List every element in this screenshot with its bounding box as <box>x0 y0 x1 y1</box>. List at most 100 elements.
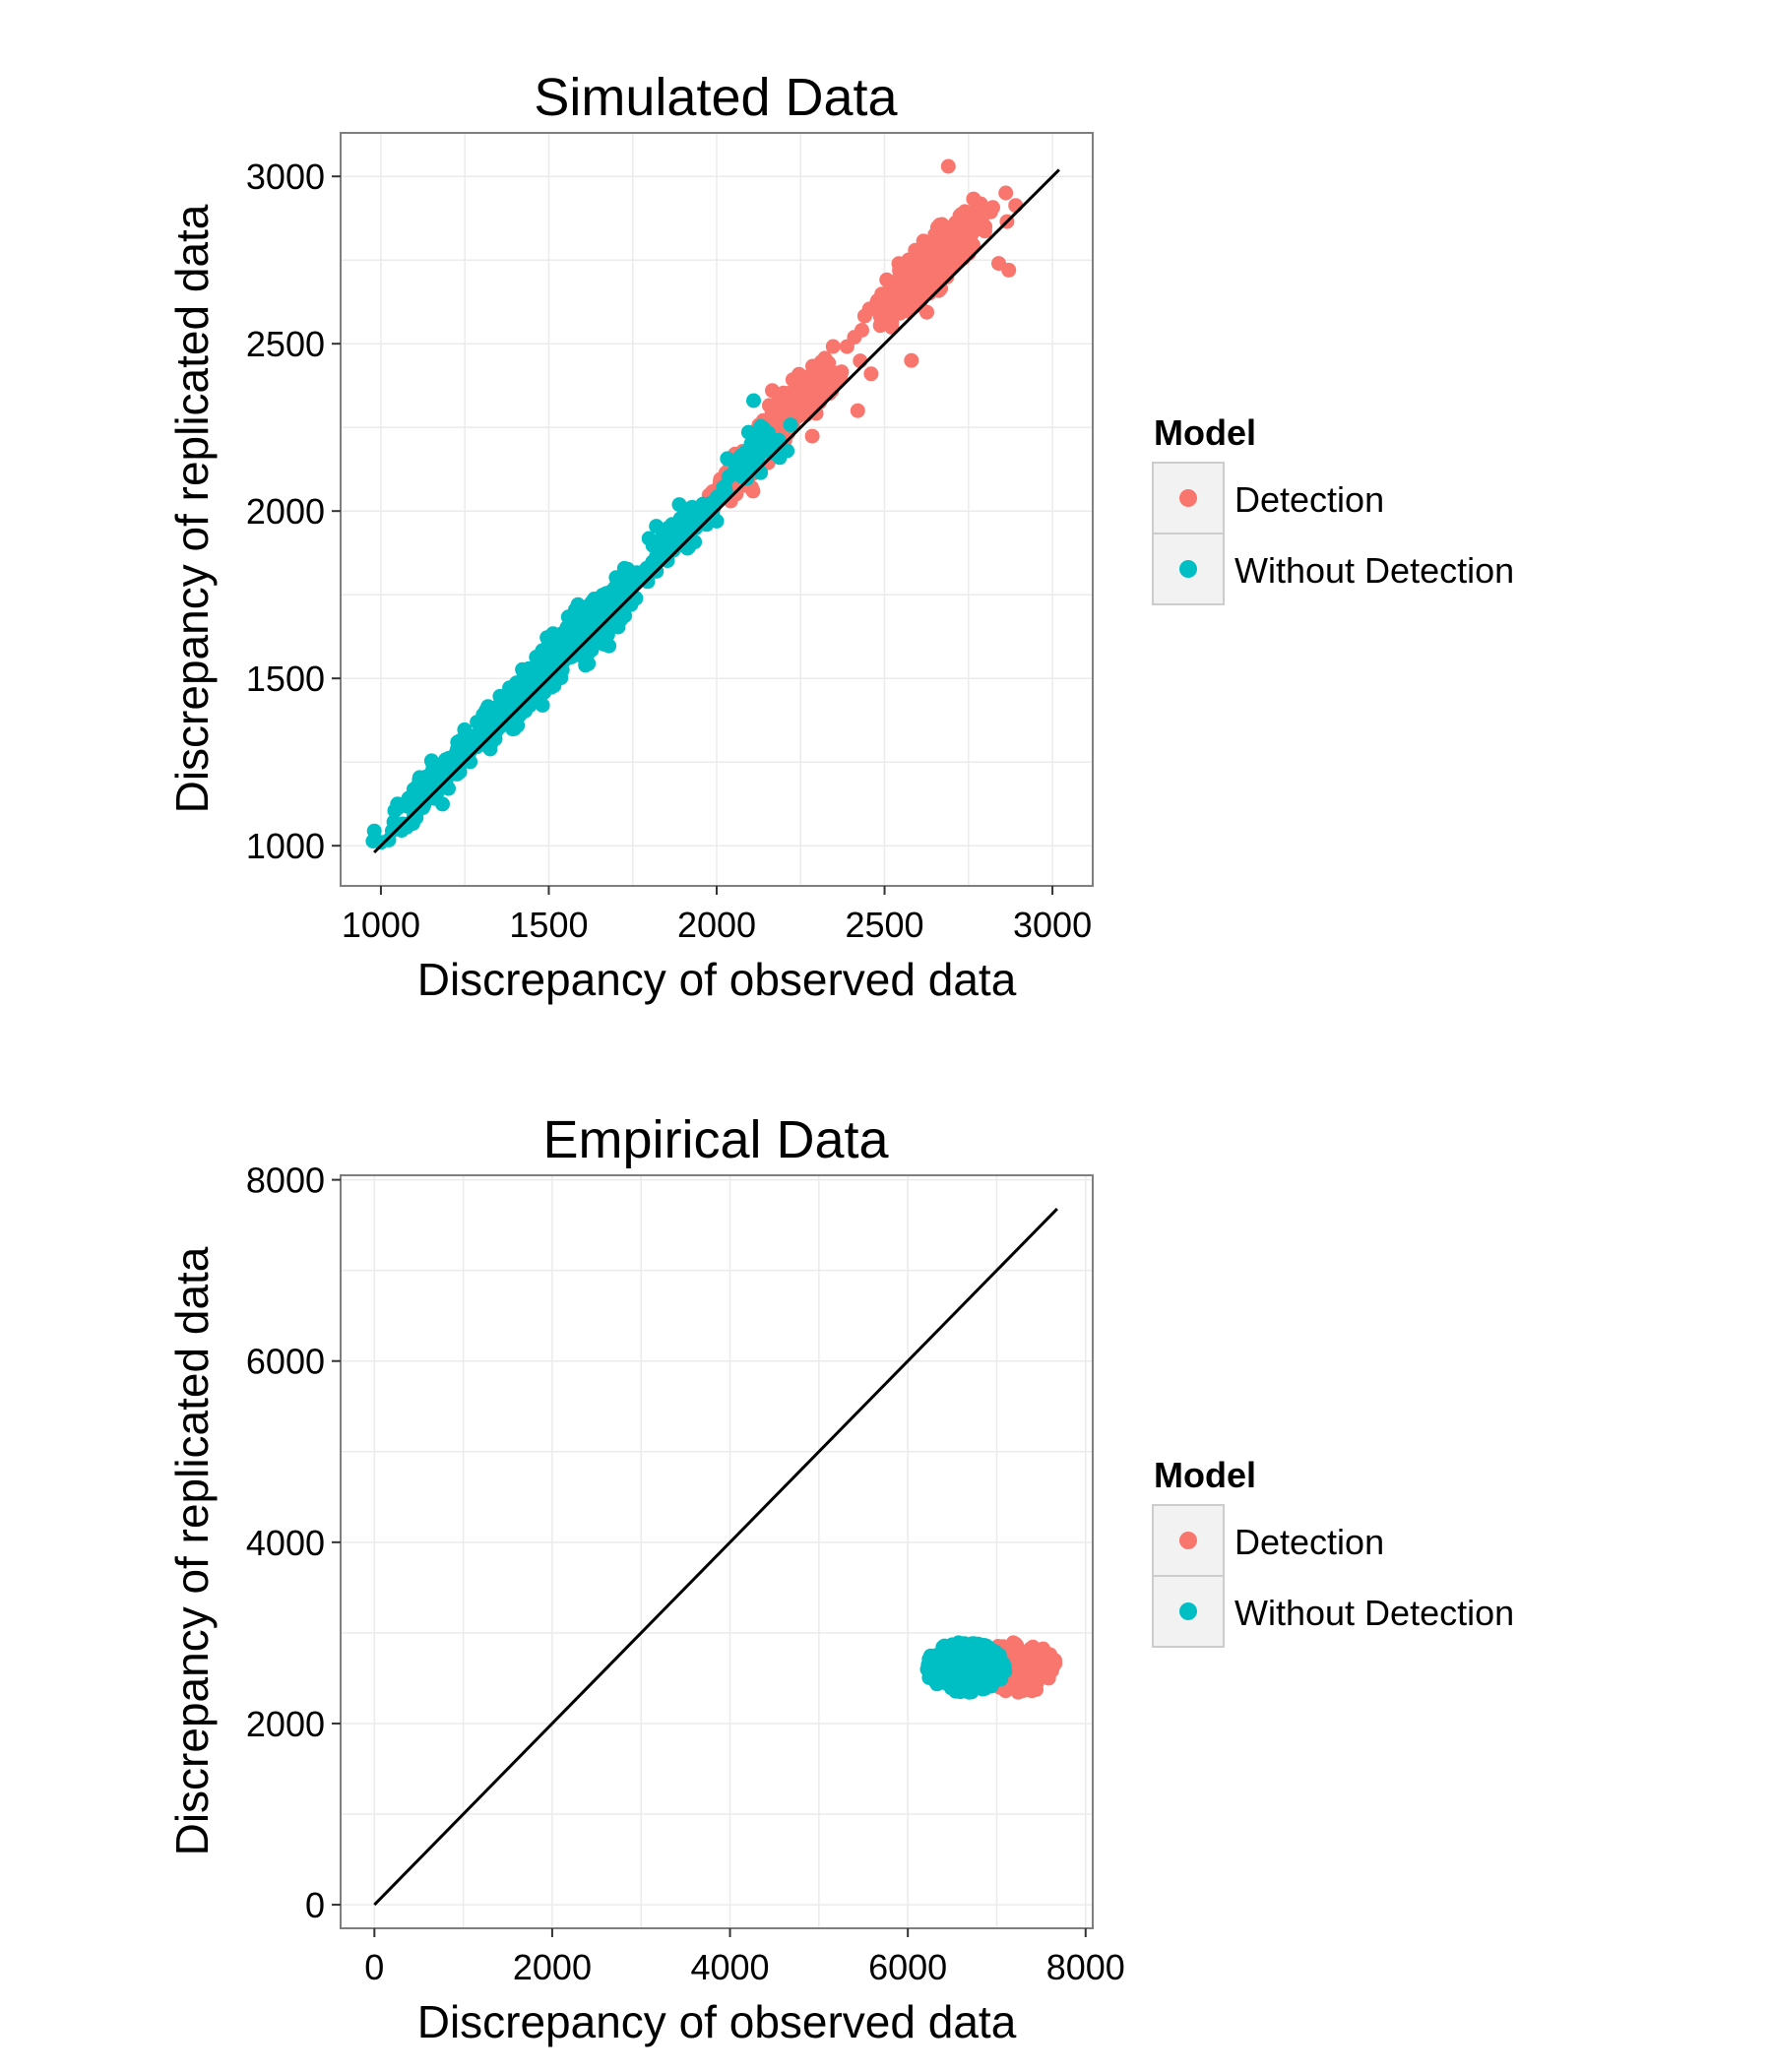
data-point <box>985 200 1000 216</box>
data-point <box>1029 1682 1044 1697</box>
data-point <box>740 424 756 440</box>
legend-key-detection <box>1179 489 1197 507</box>
data-point <box>986 1645 1002 1660</box>
data-point <box>502 680 518 696</box>
data-point <box>927 1673 943 1688</box>
data-point <box>732 464 748 479</box>
legend-key-without-detection <box>1179 560 1197 578</box>
legend-title: Model <box>1154 1455 1256 1495</box>
data-point <box>656 540 671 556</box>
data-point <box>1030 1659 1045 1674</box>
data-point <box>839 339 854 354</box>
data-point <box>373 835 389 850</box>
data-point <box>608 570 624 586</box>
series-detection <box>701 158 1024 516</box>
data-point <box>951 1648 967 1664</box>
data-point <box>423 753 439 769</box>
data-point <box>996 1659 1012 1673</box>
data-point <box>922 1660 938 1675</box>
data-point <box>856 308 872 324</box>
data-point <box>904 352 919 368</box>
x-tick-label: 8000 <box>1046 1947 1125 1987</box>
x-tick-label: 2500 <box>845 905 923 945</box>
y-tick-label: 3000 <box>246 157 325 197</box>
data-point <box>574 619 590 635</box>
data-point <box>940 158 956 174</box>
data-point <box>746 393 761 408</box>
y-axis-title: Discrepancy of replicated data <box>166 204 218 813</box>
data-point <box>982 1665 998 1681</box>
y-tick-label: 4000 <box>246 1523 325 1563</box>
ticks: 1000 1500 2000 2500 3000 1000 1500 2000 2500 3000 <box>246 157 1092 945</box>
data-point <box>923 256 939 272</box>
data-point <box>825 339 841 354</box>
data-point <box>918 272 934 287</box>
identity-line <box>373 168 1060 854</box>
data-point <box>649 519 664 534</box>
data-point <box>953 1675 968 1691</box>
data-point <box>620 561 635 577</box>
data-point <box>1001 262 1017 278</box>
empirical-data-chart: Empirical Data 0 2000 4000 6000 8000 0 2000 400… <box>166 1110 1514 2047</box>
data-point <box>780 386 795 402</box>
data-point <box>518 674 534 690</box>
data-point <box>418 769 434 785</box>
legend-key-detection <box>1179 1532 1197 1549</box>
chart-title: Empirical Data <box>542 1110 889 1169</box>
data-point <box>460 737 475 753</box>
data-point <box>970 1654 985 1669</box>
data-point <box>974 1638 989 1654</box>
data-point <box>511 708 527 723</box>
data-point <box>1008 198 1024 214</box>
data-point <box>623 578 639 594</box>
data-point <box>463 754 478 770</box>
data-point <box>1022 1641 1038 1657</box>
identity-line <box>373 1208 1058 1907</box>
data-point <box>834 364 850 380</box>
data-point <box>502 694 518 710</box>
data-point <box>704 495 720 511</box>
y-axis-title: Discrepancy of replicated data <box>166 1246 218 1855</box>
data-point <box>521 660 537 676</box>
legend-label-detection: Detection <box>1234 1522 1384 1562</box>
data-point <box>749 450 764 466</box>
data-point <box>494 706 510 722</box>
series-without-detection <box>365 393 798 850</box>
data-point <box>800 375 816 391</box>
data-point <box>978 223 992 239</box>
data-point <box>939 233 955 248</box>
legend-title: Model <box>1154 412 1256 453</box>
data-point <box>589 599 603 615</box>
data-point <box>783 417 798 433</box>
data-point <box>366 823 382 839</box>
data-point <box>800 389 816 405</box>
y-tick-label: 2000 <box>246 1704 325 1744</box>
data-point <box>709 513 725 529</box>
legend: Model Detection Without Detection <box>1152 412 1514 605</box>
x-tick-label: 1000 <box>342 905 420 945</box>
data-point <box>760 438 776 454</box>
plot-panel-border <box>340 1174 1094 1929</box>
y-tick-label: 2000 <box>246 491 325 532</box>
data-point <box>762 398 777 413</box>
data-point <box>482 741 498 757</box>
x-tick-label: 3000 <box>1013 905 1092 945</box>
y-tick-label: 0 <box>305 1885 325 1925</box>
x-tick-label: 2000 <box>513 1947 592 1987</box>
x-tick-label: 6000 <box>868 1947 947 1987</box>
series-without-detection <box>919 1635 1013 1700</box>
data-point <box>479 718 495 733</box>
legend-label-without-detection: Without Detection <box>1234 1593 1514 1633</box>
data-point <box>854 323 869 338</box>
data-point <box>969 208 984 222</box>
data-point <box>922 1648 938 1664</box>
data-point <box>804 428 820 444</box>
data-point <box>556 631 572 647</box>
simulated-data-chart: Simulated Data 1000 1500 2000 2500 300010001… <box>166 68 1514 1005</box>
x-tick-label: 4000 <box>690 1947 769 1987</box>
x-tick-label: 2000 <box>677 905 756 945</box>
x-axis-title: Discrepancy of observed data <box>417 954 1017 1005</box>
y-tick-label: 6000 <box>246 1342 325 1382</box>
data-point <box>863 366 879 382</box>
